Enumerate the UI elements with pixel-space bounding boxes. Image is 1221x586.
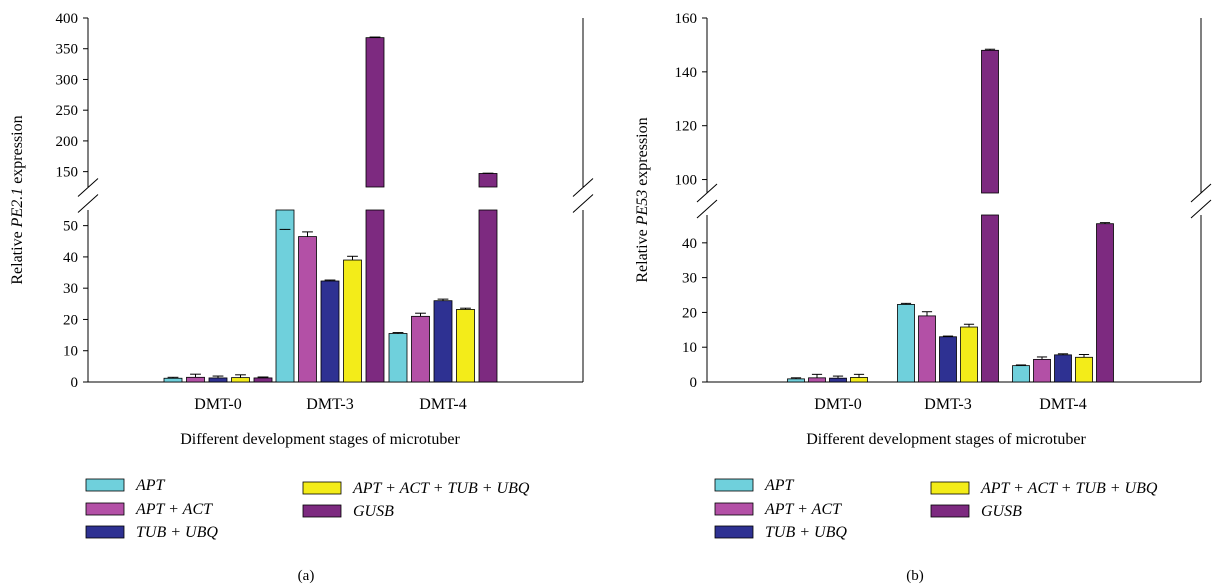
axis-break-mark <box>572 178 594 197</box>
axis-break-mark <box>1190 183 1212 203</box>
x-tick-label: DMT-0 <box>814 396 861 413</box>
y-tick-label: 160 <box>675 11 698 27</box>
bar <box>808 377 826 383</box>
bar <box>1075 356 1093 383</box>
legend-label: TUB + UBQ <box>765 524 847 541</box>
y-axis-title: Relative PE2.1 expression <box>9 115 26 284</box>
bar <box>850 377 868 383</box>
legend-swatch <box>930 481 970 495</box>
bar <box>981 49 999 194</box>
panel-label: (a) <box>298 568 315 584</box>
bar <box>829 377 847 383</box>
x-tick-label: DMT-4 <box>1039 396 1086 413</box>
legend-label: APT + ACT + TUB + UBQ <box>980 480 1158 497</box>
legend-label: APT + ACT <box>764 501 842 518</box>
bar <box>253 377 273 383</box>
legend-label: GUSB <box>353 503 394 520</box>
bar <box>163 377 183 383</box>
legend-label: APT + ACT + TUB + UBQ <box>352 480 530 497</box>
bar <box>388 333 408 383</box>
legend-swatch <box>714 525 754 539</box>
y-tick-label: 40 <box>63 250 78 266</box>
bar <box>478 209 498 383</box>
axis-break-mark <box>77 178 99 197</box>
x-axis-title: Different development stages of microtub… <box>806 431 1086 448</box>
y-tick-label: 0 <box>71 375 79 391</box>
bar <box>918 315 936 383</box>
legend-label: GUSB <box>981 503 1022 520</box>
y-tick-label: 250 <box>56 103 79 119</box>
bar <box>411 315 430 383</box>
y-tick-label: 350 <box>56 42 79 58</box>
y-tick-label: 100 <box>675 173 698 189</box>
legend-label: APT + ACT <box>135 501 213 518</box>
y-tick-label: 30 <box>682 271 697 287</box>
y-tick-label: 20 <box>682 305 697 321</box>
bar <box>186 376 205 383</box>
legend-swatch <box>302 481 342 495</box>
chart-panel-a: Relative PE2.1 expression 0 10 20 30 40 50 150… <box>9 11 594 584</box>
bar <box>456 309 475 383</box>
legend-swatch <box>714 502 754 516</box>
y-axis-title: Relative PE53 expression <box>634 117 651 282</box>
bar <box>478 173 498 188</box>
x-tick-label: DMT-4 <box>419 396 466 413</box>
bar <box>298 236 317 383</box>
bar <box>208 377 228 383</box>
legend-label: APT <box>764 477 795 494</box>
y-tick-label: 120 <box>675 119 698 135</box>
legend-label: TUB + UBQ <box>136 524 218 541</box>
y-tick-label: 20 <box>63 312 78 328</box>
bar <box>231 377 250 383</box>
y-tick-label: 300 <box>56 72 79 88</box>
legend-swatch <box>930 504 970 518</box>
legend-swatch <box>714 478 754 492</box>
x-tick-label: DMT-3 <box>306 396 353 413</box>
bar <box>365 209 385 383</box>
legend-swatch <box>302 504 342 518</box>
bar <box>939 336 957 383</box>
bar <box>1012 365 1030 383</box>
y-tick-label: 50 <box>63 219 78 235</box>
y-tick-label: 0 <box>690 375 698 391</box>
bar <box>787 378 805 383</box>
axis-break-mark <box>696 199 718 219</box>
bar <box>433 300 453 383</box>
panel-label: (b) <box>906 568 924 584</box>
y-tick-label: 200 <box>56 134 79 150</box>
x-tick-label: DMT-0 <box>194 396 241 413</box>
bar <box>320 280 340 383</box>
legend-label: APT <box>135 477 166 494</box>
axis-break-mark <box>696 183 718 203</box>
y-tick-label: 40 <box>682 236 697 252</box>
bar <box>960 326 978 383</box>
y-tick-label: 10 <box>63 344 78 360</box>
bar <box>365 37 385 188</box>
y-tick-label: 400 <box>56 11 79 27</box>
bar <box>1033 358 1051 383</box>
bar <box>981 214 999 383</box>
bar <box>1054 354 1072 383</box>
legend-swatch <box>85 478 125 492</box>
y-tick-label: 10 <box>682 340 697 356</box>
axis-break-mark <box>1190 199 1212 219</box>
axis-break-mark <box>77 194 99 213</box>
y-tick-label: 30 <box>63 281 78 297</box>
bar <box>343 259 362 383</box>
x-tick-label: DMT-3 <box>924 396 971 413</box>
y-tick-label: 140 <box>675 65 698 81</box>
bar <box>1096 223 1114 383</box>
y-tick-label: 150 <box>56 165 79 181</box>
axis-break-mark <box>572 194 594 213</box>
chart-panel-b: Relative PE53 expression 0 10 20 30 40 100 120… <box>634 11 1212 584</box>
bar <box>275 209 295 383</box>
x-axis-title: Different development stages of microtub… <box>180 431 460 448</box>
legend-swatch <box>85 525 125 539</box>
legend-swatch <box>85 502 125 516</box>
bar <box>897 304 915 383</box>
